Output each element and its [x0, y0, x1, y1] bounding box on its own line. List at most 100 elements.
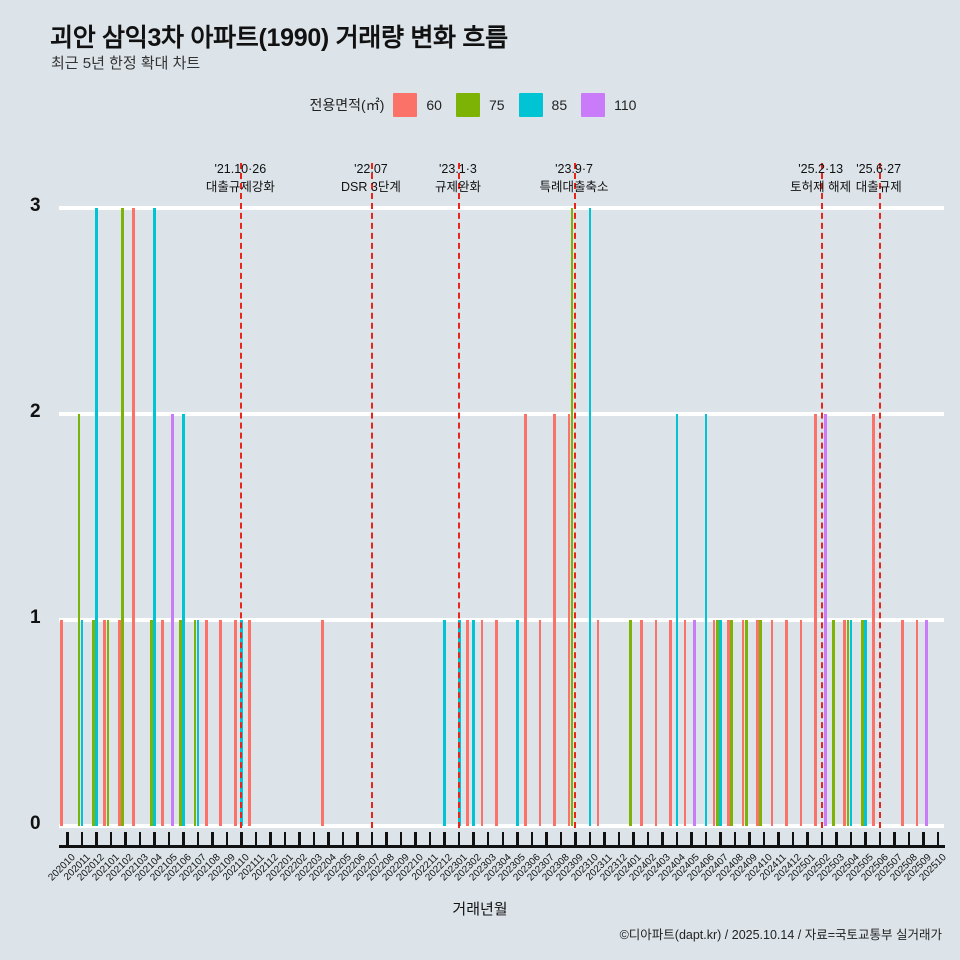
bar[interactable]: [466, 620, 469, 826]
bar[interactable]: [675, 414, 679, 826]
bar[interactable]: [553, 414, 556, 826]
bar[interactable]: [248, 620, 252, 826]
bar[interactable]: [628, 620, 632, 826]
bar[interactable]: [864, 620, 867, 826]
bar[interactable]: [770, 620, 774, 826]
bar[interactable]: [524, 414, 527, 826]
bar[interactable]: [179, 620, 182, 826]
bar[interactable]: [741, 620, 745, 826]
bar[interactable]: [443, 620, 447, 826]
bar[interactable]: [744, 620, 748, 826]
x-tick: [124, 832, 127, 845]
annotation-date: '22.07: [354, 162, 388, 176]
x-tick: [486, 832, 490, 845]
bar[interactable]: [712, 620, 716, 826]
x-tick: [530, 832, 534, 845]
bar[interactable]: [843, 620, 846, 826]
bar[interactable]: [516, 620, 519, 826]
bar[interactable]: [150, 620, 153, 826]
bar[interactable]: [132, 208, 136, 826]
bar[interactable]: [915, 620, 919, 826]
x-tick: [646, 832, 650, 845]
bar[interactable]: [640, 620, 643, 826]
annotation-line: [574, 163, 577, 848]
x-tick: [791, 832, 795, 845]
legend-item-60[interactable]: 60: [393, 93, 442, 117]
bar[interactable]: [715, 620, 719, 826]
legend-item-85[interactable]: 85: [518, 93, 567, 117]
bar[interactable]: [654, 620, 658, 826]
bar[interactable]: [756, 620, 759, 826]
bar[interactable]: [103, 620, 107, 826]
bar[interactable]: [596, 620, 600, 826]
x-tick: [457, 832, 461, 845]
legend-item-110[interactable]: 110: [581, 93, 636, 117]
bar[interactable]: [846, 620, 850, 826]
bar[interactable]: [121, 208, 124, 826]
bar[interactable]: [480, 620, 484, 826]
bar[interactable]: [171, 414, 174, 826]
x-tick: [269, 832, 272, 845]
bar[interactable]: [704, 414, 708, 826]
x-tick: [820, 832, 824, 845]
bar[interactable]: [538, 620, 542, 826]
bar[interactable]: [219, 620, 223, 826]
bar[interactable]: [588, 208, 592, 826]
gridline: [59, 206, 944, 210]
footer-credit: ©디아파트(dapt.kr) / 2025.10.14 / 자료=국토교통부 실…: [619, 928, 942, 942]
bar[interactable]: [925, 620, 929, 826]
bar[interactable]: [831, 620, 835, 826]
bar[interactable]: [669, 620, 672, 826]
bar[interactable]: [95, 208, 98, 826]
x-tick: [356, 832, 359, 845]
bar[interactable]: [59, 620, 63, 826]
bar[interactable]: [727, 620, 730, 826]
bar[interactable]: [233, 620, 237, 826]
x-tick: [849, 832, 853, 845]
bar[interactable]: [901, 620, 904, 826]
x-tick: [428, 832, 432, 845]
bar[interactable]: [472, 620, 476, 826]
bar[interactable]: [193, 620, 197, 826]
bar[interactable]: [106, 620, 110, 826]
bar[interactable]: [182, 414, 185, 826]
bar[interactable]: [117, 620, 121, 826]
bar[interactable]: [814, 414, 817, 826]
bar[interactable]: [730, 620, 734, 826]
bar[interactable]: [80, 620, 84, 826]
bar[interactable]: [693, 620, 696, 826]
x-tick: [545, 832, 548, 845]
plot-area: [59, 206, 944, 828]
bar[interactable]: [719, 620, 722, 826]
annotation-date: '23.1·3: [439, 162, 477, 176]
x-tick: [777, 832, 780, 845]
x-tick: [559, 832, 563, 845]
x-tick: [922, 832, 925, 845]
annotation-line: [240, 163, 243, 848]
bar[interactable]: [92, 620, 95, 826]
bar[interactable]: [759, 620, 763, 826]
bar[interactable]: [823, 414, 827, 826]
bar[interactable]: [567, 414, 571, 826]
bar[interactable]: [570, 208, 574, 826]
bar[interactable]: [204, 620, 208, 826]
bar[interactable]: [861, 620, 864, 826]
bar[interactable]: [785, 620, 788, 826]
bar[interactable]: [799, 620, 803, 826]
bar[interactable]: [872, 414, 875, 826]
annotation-line: [878, 163, 881, 848]
annotation-label: '22.07 DSR 3단계: [311, 160, 431, 196]
bar[interactable]: [196, 620, 200, 826]
bar[interactable]: [683, 620, 687, 826]
bar[interactable]: [849, 620, 853, 826]
legend-item-75[interactable]: 75: [455, 93, 505, 117]
bar[interactable]: [321, 620, 324, 826]
page-title: 괴안 삼익3차 아파트(1990) 거래량 변화 흐름: [50, 24, 508, 52]
x-tick: [254, 832, 258, 845]
bar[interactable]: [77, 414, 81, 826]
bar[interactable]: [495, 620, 498, 826]
bar[interactable]: [161, 620, 165, 826]
x-tick: [341, 832, 345, 845]
bar[interactable]: [153, 208, 156, 826]
x-tick: [516, 832, 519, 845]
